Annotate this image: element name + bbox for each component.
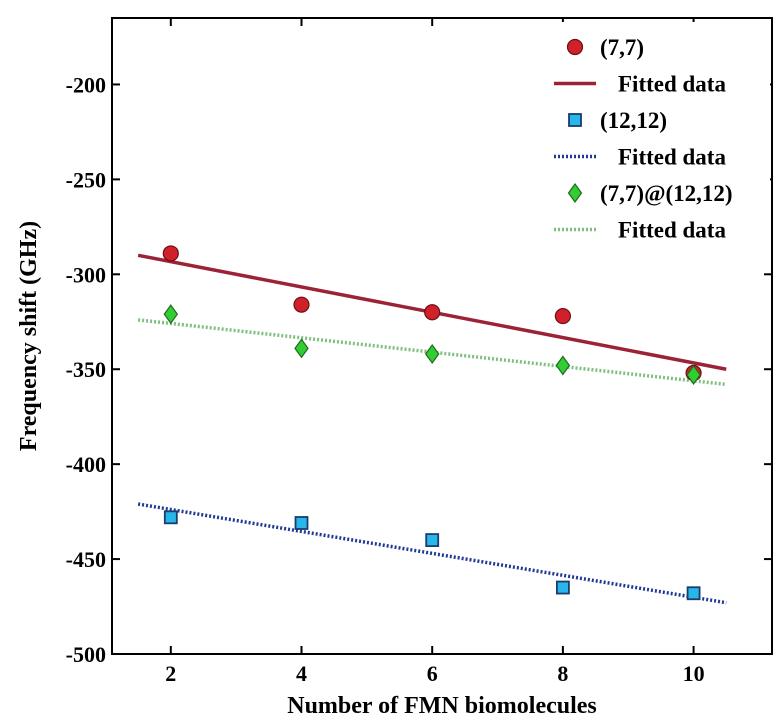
y-tick-label: -250 bbox=[66, 167, 106, 192]
legend-marker bbox=[567, 182, 583, 204]
legend-box bbox=[548, 22, 770, 244]
legend-label: (7,7)@(12,12) bbox=[600, 181, 733, 207]
data-point bbox=[163, 304, 179, 325]
legend: (7,7) Fitted data (12,12) Fitted data (7,7)@… bbox=[548, 22, 770, 244]
legend-label: Fitted data bbox=[618, 72, 726, 97]
legend-marker bbox=[568, 113, 582, 127]
y-tick-label: -400 bbox=[66, 452, 106, 477]
y-tick-label: -350 bbox=[66, 357, 106, 382]
legend-label: Fitted data bbox=[618, 145, 726, 170]
data-point bbox=[554, 307, 571, 325]
x-tick-label: 4 bbox=[296, 661, 307, 686]
data-point bbox=[162, 245, 179, 262]
x-tick-label: 8 bbox=[557, 661, 568, 686]
data-points bbox=[162, 245, 702, 601]
data-point bbox=[293, 296, 310, 313]
x-axis-label: Number of FMN biomolecules bbox=[287, 693, 597, 719]
legend-label: Fitted data bbox=[618, 218, 726, 243]
data-point bbox=[424, 344, 440, 365]
axes: 2 4 6 8 10 -500 -450 -400 -350 -300 -250 -200 bbox=[66, 18, 772, 686]
data-point bbox=[424, 304, 441, 321]
legend-marker bbox=[566, 38, 584, 56]
data-point bbox=[686, 586, 701, 601]
fit-line bbox=[137, 318, 727, 387]
y-tick-label: -200 bbox=[66, 72, 106, 97]
data-point bbox=[686, 364, 701, 385]
y-axis-label: Frequency shift (GHz) bbox=[16, 221, 42, 451]
legend-label: (12,12) bbox=[600, 108, 667, 133]
data-point bbox=[294, 338, 309, 359]
y-tick-label: -300 bbox=[66, 262, 106, 287]
data-point bbox=[294, 516, 309, 530]
data-point bbox=[425, 533, 440, 547]
legend-label: (7,7) bbox=[600, 35, 644, 60]
x-tick-label: 2 bbox=[165, 661, 176, 686]
y-tick-label: -500 bbox=[66, 642, 106, 667]
y-tick-label: -450 bbox=[66, 547, 106, 572]
x-tick-label: 10 bbox=[683, 661, 705, 686]
data-point bbox=[555, 355, 571, 376]
fit-line bbox=[137, 502, 727, 605]
x-tick-label: 6 bbox=[427, 661, 438, 686]
data-point bbox=[555, 580, 570, 595]
data-point bbox=[163, 510, 178, 525]
